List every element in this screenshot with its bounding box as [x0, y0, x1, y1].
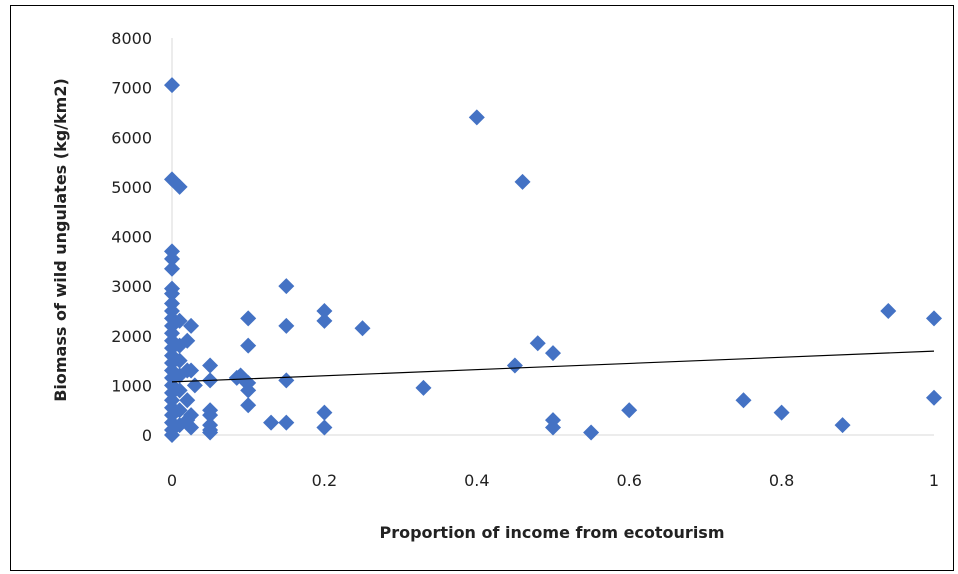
data-point: [545, 419, 561, 436]
data-point: [202, 357, 219, 374]
data-point: [545, 345, 561, 362]
data-point: [183, 317, 200, 334]
chart-frame: [10, 5, 954, 571]
data-point: [171, 178, 188, 195]
y-tick-label: 0: [142, 426, 152, 445]
data-point: [164, 260, 180, 277]
data-point: [179, 332, 196, 349]
data-point: [926, 389, 942, 406]
data-point: [164, 77, 180, 94]
data-point: [514, 173, 531, 190]
data-point: [240, 337, 257, 354]
data-point: [240, 310, 257, 327]
data-point: [164, 250, 180, 267]
x-tick-label: 0.6: [616, 471, 641, 490]
data-point: [278, 317, 295, 334]
data-point: [354, 320, 371, 337]
data-point: [171, 312, 188, 329]
data-point: [316, 419, 333, 436]
data-point: [735, 392, 752, 409]
x-tick-label: 1: [929, 471, 939, 490]
data-point: [278, 372, 295, 389]
data-point: [278, 278, 295, 295]
x-axis-title: Proportion of income from ecotourism: [379, 523, 724, 542]
data-point: [468, 109, 485, 126]
data-point: [926, 310, 942, 327]
x-tick-label: 0.4: [464, 471, 489, 490]
data-point: [179, 392, 196, 409]
data-point: [506, 357, 523, 374]
data-point: [171, 402, 188, 419]
data-point: [183, 407, 200, 424]
y-tick-label: 5000: [111, 178, 152, 197]
data-point: [202, 407, 219, 424]
data-point: [186, 377, 203, 394]
x-tick-labels: 0 0.2 0.4 0.6 0.8 1: [167, 471, 939, 490]
data-point: [202, 424, 219, 441]
x-tick-label: 0.2: [312, 471, 337, 490]
data-point: [773, 404, 790, 421]
data-point: [415, 379, 432, 396]
y-tick-label: 8000: [111, 29, 152, 48]
y-tick-labels: 0 1000 2000 3000 4000 5000 6000 7000 8000: [111, 29, 152, 445]
data-point: [240, 382, 257, 399]
y-tick-label: 2000: [111, 327, 152, 346]
x-tick-label: 0: [167, 471, 177, 490]
data-point: [171, 382, 188, 399]
y-tick-label: 1000: [111, 376, 152, 395]
data-point: [880, 302, 897, 319]
data-point: [164, 427, 180, 443]
y-tick-label: 4000: [111, 228, 152, 247]
data-point: [316, 302, 333, 319]
data-point: [621, 402, 638, 419]
y-tick-label: 3000: [111, 277, 152, 296]
data-point: [183, 362, 200, 379]
data-point: [183, 419, 200, 436]
data-point: [171, 352, 188, 369]
data-point: [278, 414, 295, 431]
y-tick-label: 6000: [111, 128, 152, 147]
data-point: [240, 397, 257, 414]
trendline: [171, 350, 935, 383]
y-axis-title: Biomass of wild ungulates (kg/km2): [51, 78, 70, 402]
x-tick-label: 0.8: [769, 471, 794, 490]
y-tick-label: 7000: [111, 79, 152, 98]
data-point: [263, 414, 280, 431]
data-point: [529, 335, 546, 352]
data-point: [316, 312, 333, 329]
data-point: [834, 417, 851, 434]
data-point: [583, 424, 600, 441]
data-point: [316, 404, 333, 421]
data-point: [164, 285, 180, 302]
data-points: [164, 77, 942, 443]
